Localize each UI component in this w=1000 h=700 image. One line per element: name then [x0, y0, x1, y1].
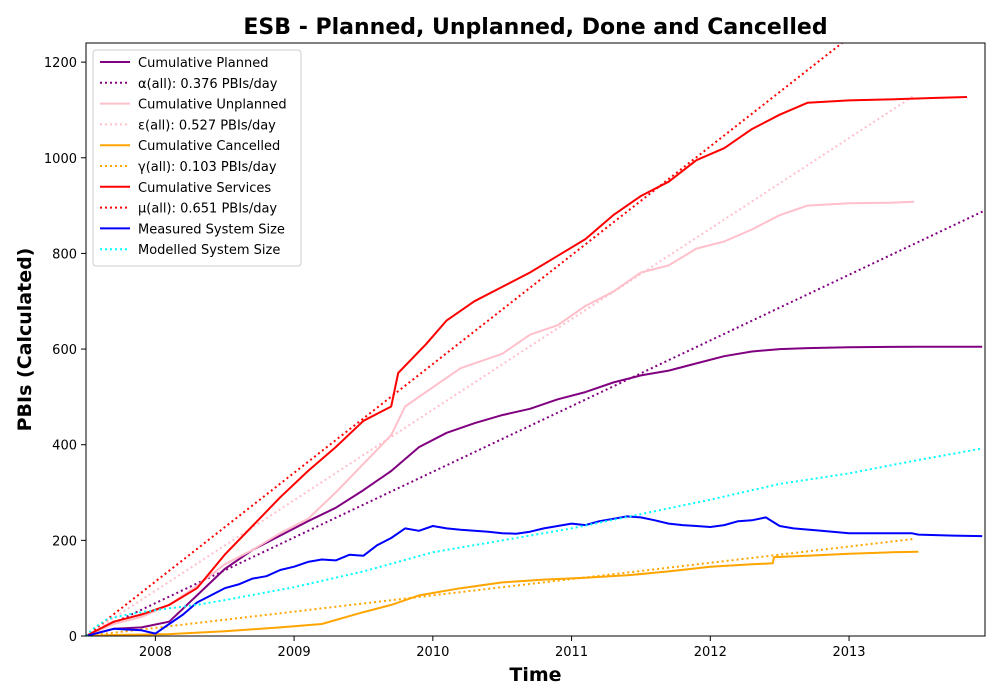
series-line-all-0-103-pbis-day [86, 537, 915, 636]
plot-frame [85, 42, 986, 637]
y-tick-label: 800 [52, 247, 77, 262]
y-axis-label: PBIs (Calculated) [14, 248, 36, 432]
series-line-cumulative-services [86, 96, 968, 636]
x-tick-label: 2009 [278, 645, 311, 660]
series-line-all-0-376-pbis-day [86, 209, 985, 636]
legend-label-modelled-system-size: Modelled System Size [138, 243, 280, 258]
series-line-measured-system-size [86, 515, 983, 636]
legend-label-cumulative-services: Cumulative Services [138, 181, 271, 196]
legend-label-cumulative-cancelled: Cumulative Cancelled [138, 139, 280, 154]
x-tick-label: 2008 [139, 645, 172, 660]
series-line-all-0-651-pbis-day [86, 43, 843, 636]
legend-label-all-0-376-pbis-day: α(all): 0.376 PBIs/day [138, 77, 278, 92]
series-line-modelled-system-size [86, 447, 983, 636]
y-tick-label: 1000 [44, 152, 77, 167]
legend: Cumulative Planned α(all): 0.376 PBIs/day… [92, 49, 302, 267]
y-tick-label: 200 [52, 534, 77, 549]
y-tick-label: 0 [69, 630, 77, 645]
x-tick-label: 2013 [832, 645, 865, 660]
chart-title: ESB - Planned, Unplanned, Done and Cance… [243, 15, 827, 40]
series-line-cumulative-planned [86, 345, 983, 636]
x-tick-label: 2011 [555, 645, 588, 660]
y-tick-label: 1200 [44, 56, 77, 71]
legend-label-all-0-103-pbis-day: γ(all): 0.103 PBIs/day [138, 160, 277, 175]
legend-label-measured-system-size: Measured System Size [138, 222, 285, 237]
legend-label-all-0-527-pbis-day: ε(all): 0.527 PBIs/day [138, 118, 276, 133]
legend-label-cumulative-planned: Cumulative Planned [138, 56, 268, 71]
x-tick-label: 2010 [416, 645, 449, 660]
series-line-cumulative-cancelled [86, 550, 919, 636]
x-tick-label: 2012 [694, 645, 727, 660]
y-tick-label: 600 [52, 343, 77, 358]
legend-label-cumulative-unplanned: Cumulative Unplanned [138, 98, 287, 113]
x-axis-label: Time [509, 664, 561, 686]
y-tick-label: 400 [52, 439, 77, 454]
legend-label-all-0-651-pbis-day: μ(all): 0.651 PBIs/day [138, 202, 277, 217]
series-line-cumulative-unplanned [86, 200, 915, 636]
